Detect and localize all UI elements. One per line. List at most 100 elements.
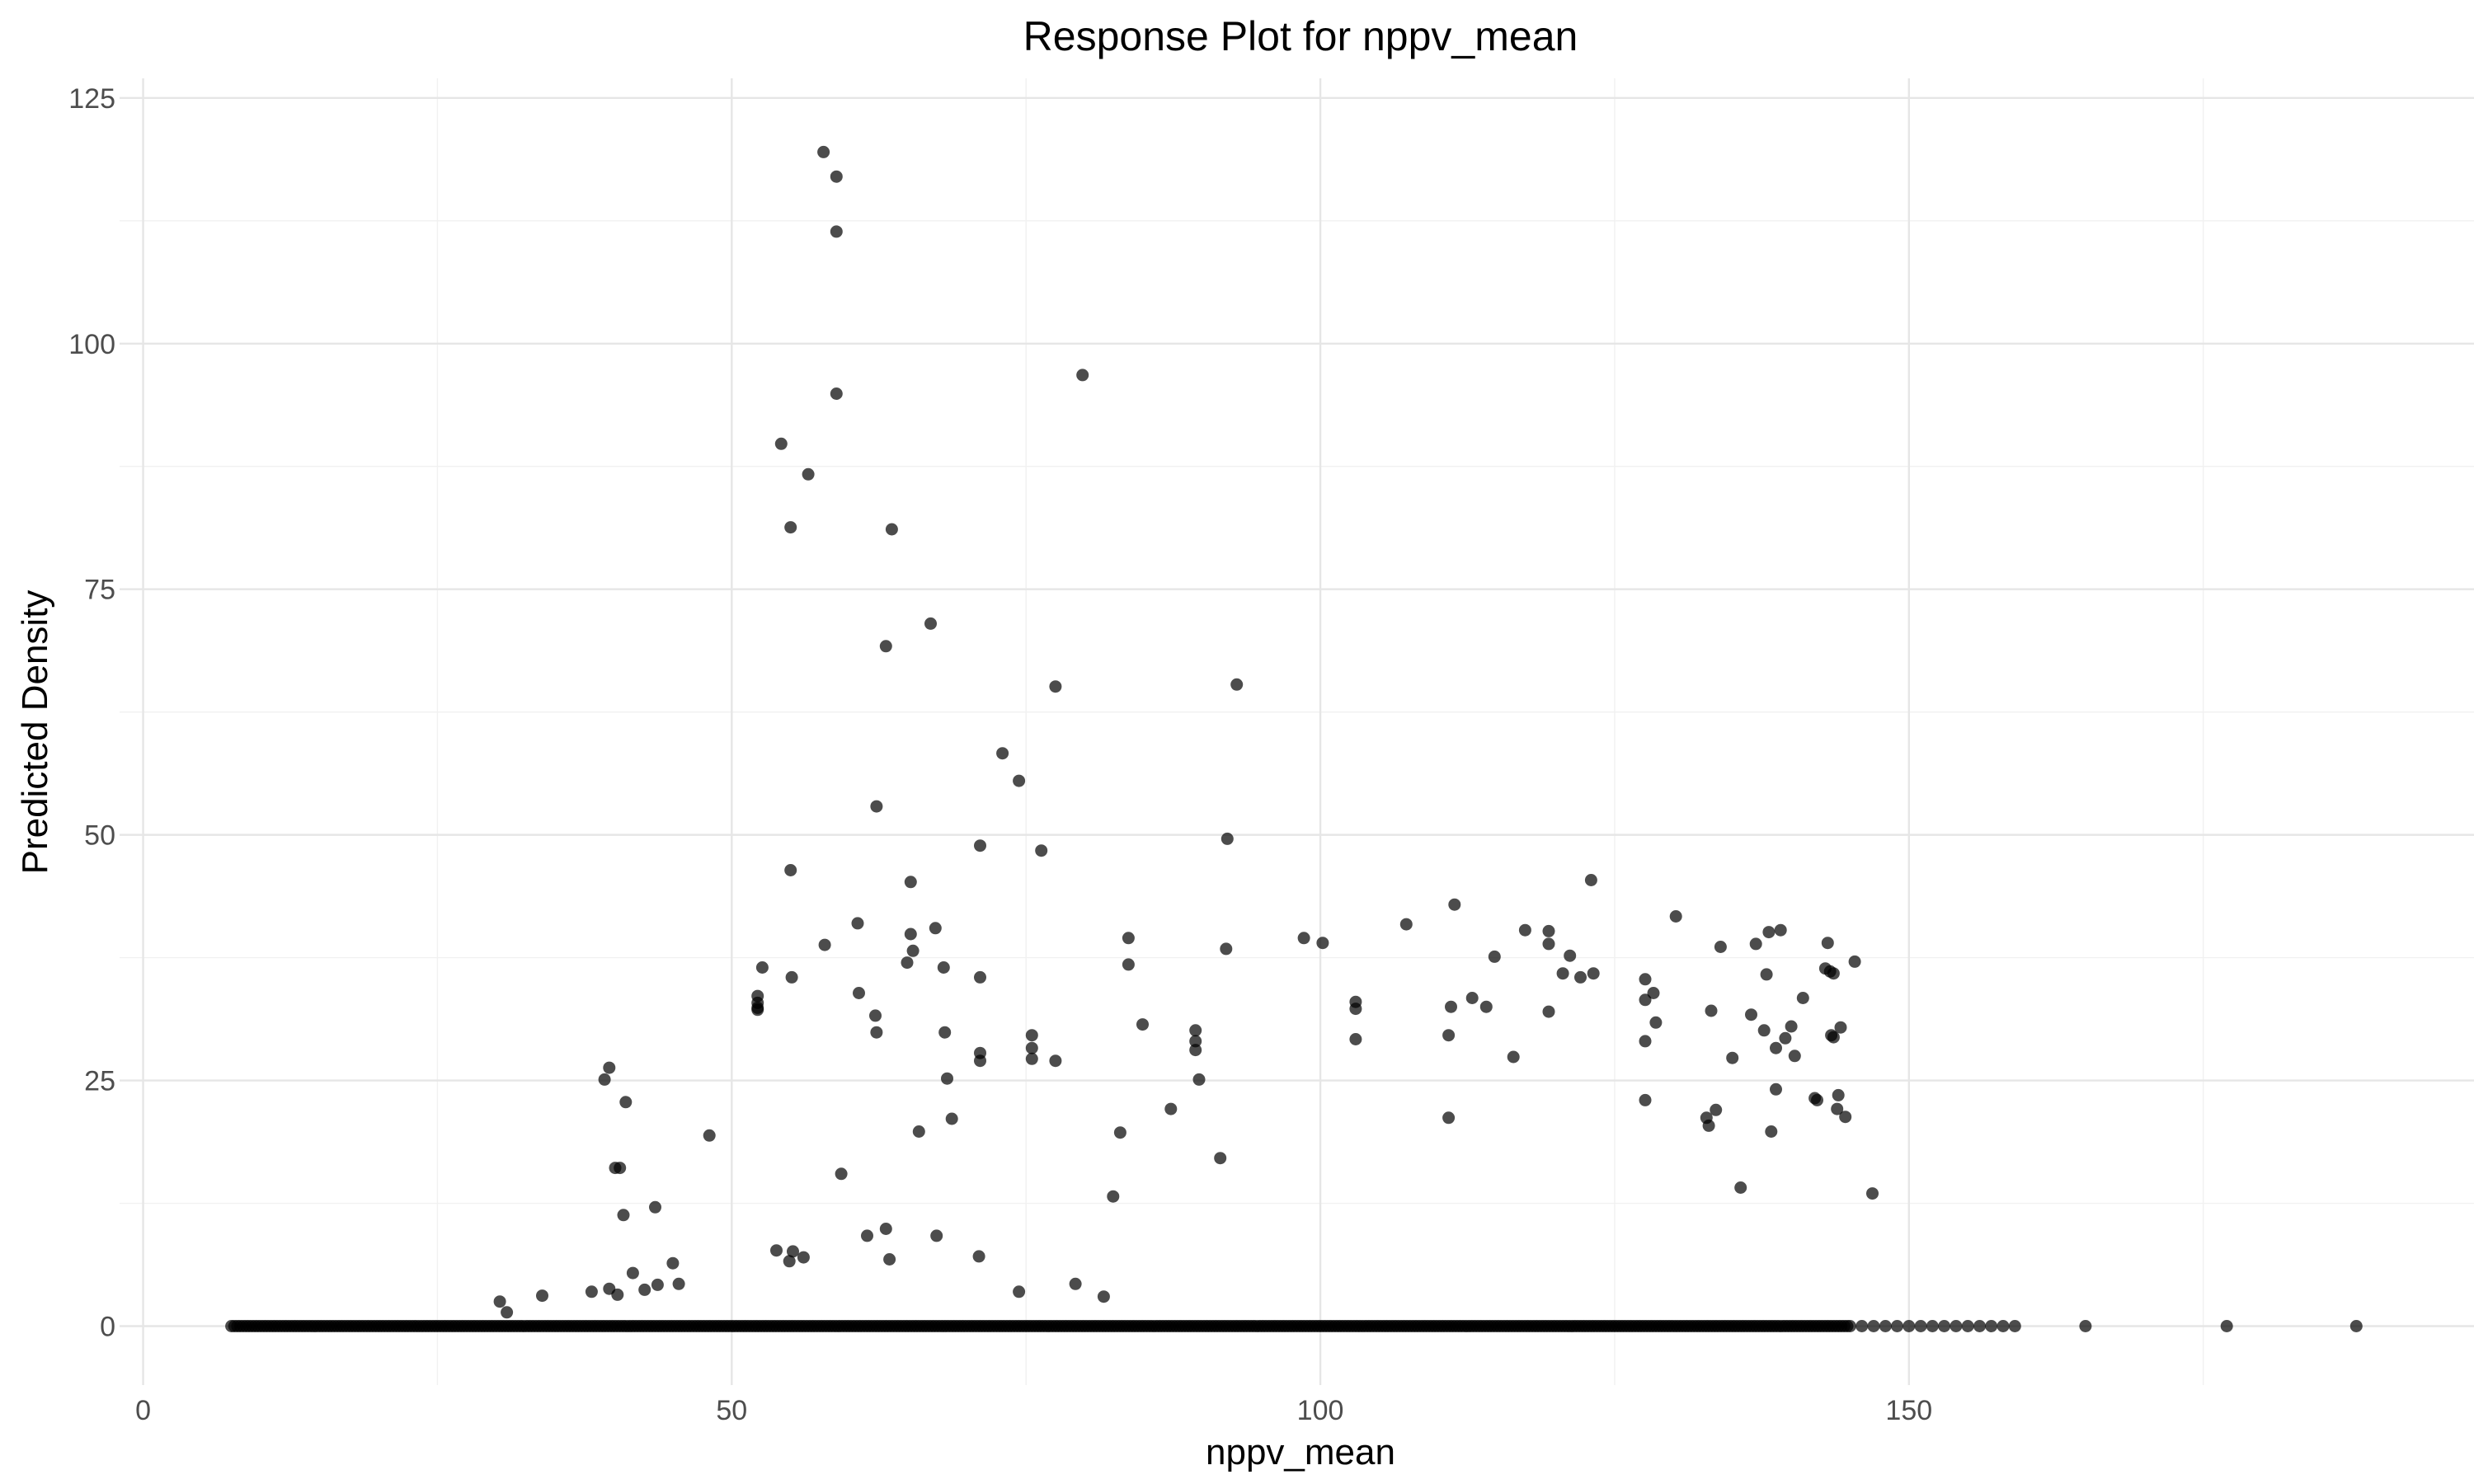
data-point	[1811, 1093, 1823, 1106]
tick-labels: 0 50 100 150 0 25 50 75 100 125	[68, 83, 1932, 1426]
data-point	[937, 961, 950, 974]
data-point	[626, 1266, 639, 1280]
data-point	[1714, 941, 1727, 953]
data-point	[1779, 1031, 1792, 1045]
data-point	[974, 1054, 986, 1068]
data-point	[818, 938, 831, 951]
data-point	[1839, 1111, 1852, 1124]
data-point	[938, 1026, 952, 1039]
y-tick-label: 125	[68, 83, 115, 115]
data-point	[666, 1256, 680, 1270]
data-point	[755, 961, 769, 974]
data-point	[614, 1162, 627, 1175]
data-point	[851, 917, 864, 930]
data-point	[1507, 1050, 1520, 1064]
data-point	[1488, 950, 1501, 963]
data-point	[1710, 1103, 1723, 1116]
data-point	[1556, 967, 1569, 980]
data-point	[1349, 1003, 1362, 1016]
data-point	[1749, 937, 1762, 951]
data-point	[817, 145, 830, 158]
data-point	[783, 1255, 796, 1268]
data-point	[1013, 774, 1026, 787]
data-point	[787, 1245, 799, 1258]
grid-lines	[120, 78, 2474, 1385]
data-point	[830, 387, 843, 400]
data-point	[835, 1167, 848, 1181]
data-point	[1122, 932, 1135, 945]
data-point	[774, 437, 788, 450]
data-point	[1765, 1125, 1778, 1138]
data-point	[617, 1209, 630, 1222]
data-point	[1639, 1093, 1652, 1106]
data-point	[945, 1112, 958, 1125]
data-point	[885, 523, 898, 536]
data-point	[1049, 1054, 1062, 1068]
data-point	[1479, 1000, 1493, 1013]
data-point	[1734, 1181, 1747, 1194]
data-point	[974, 970, 986, 984]
data-point	[1796, 992, 1809, 1004]
data-point	[1726, 1051, 1739, 1064]
data-point	[1189, 1035, 1202, 1048]
data-point	[2079, 1320, 2092, 1332]
data-point	[929, 922, 942, 935]
data-point	[1542, 1005, 1555, 1018]
data-point	[536, 1289, 548, 1303]
data-point	[1903, 1320, 1916, 1332]
y-axis-title: Predicted Density	[15, 590, 55, 875]
data-point	[901, 956, 914, 970]
y-tick-label: 0	[100, 1311, 115, 1342]
data-point	[751, 1003, 764, 1017]
data-point	[1316, 937, 1329, 950]
data-point	[1574, 970, 1587, 984]
data-point	[1076, 369, 1089, 382]
data-point	[883, 1253, 896, 1266]
data-point	[770, 1244, 783, 1257]
data-point	[1639, 1035, 1652, 1048]
x-axis-title: nppv_mean	[1206, 1432, 1395, 1472]
data-point	[1349, 1033, 1362, 1045]
x-tick-label: 100	[1297, 1395, 1344, 1426]
data-point	[2349, 1320, 2363, 1332]
data-point	[1867, 1320, 1880, 1332]
data-point	[1705, 1004, 1718, 1017]
data-point	[1025, 1029, 1038, 1042]
x-tick-label: 150	[1885, 1395, 1932, 1426]
data-point	[1189, 1024, 1202, 1037]
data-point	[941, 1072, 953, 1085]
data-point	[1639, 993, 1652, 1007]
data-point	[1774, 923, 1787, 937]
data-point	[1445, 1000, 1457, 1013]
data-point	[853, 987, 865, 999]
data-point	[784, 864, 797, 876]
data-point	[649, 1200, 661, 1214]
data-point	[1107, 1190, 1120, 1203]
data-point	[1770, 1082, 1782, 1096]
data-point	[912, 1125, 925, 1138]
data-point	[924, 617, 937, 630]
data-point	[1221, 832, 1234, 845]
data-point	[1950, 1320, 1963, 1332]
data-point	[1856, 1320, 1869, 1332]
data-point	[974, 839, 986, 852]
data-point	[861, 1229, 873, 1242]
data-point	[1214, 1152, 1227, 1165]
data-point	[1442, 1029, 1456, 1042]
data-point	[1220, 942, 1233, 956]
data-point	[879, 1223, 892, 1235]
data-point	[1827, 967, 1840, 980]
data-point	[904, 876, 917, 889]
data-point	[2220, 1320, 2233, 1332]
data-point	[1542, 924, 1555, 937]
data-point	[1762, 926, 1776, 939]
data-point	[1122, 958, 1135, 971]
data-point	[1442, 1111, 1456, 1125]
data-point	[1164, 1102, 1178, 1115]
data-point	[1399, 918, 1413, 931]
data-point	[1025, 1041, 1038, 1054]
data-point	[1848, 955, 1861, 968]
data-point	[703, 1129, 716, 1142]
data-point	[651, 1278, 664, 1291]
